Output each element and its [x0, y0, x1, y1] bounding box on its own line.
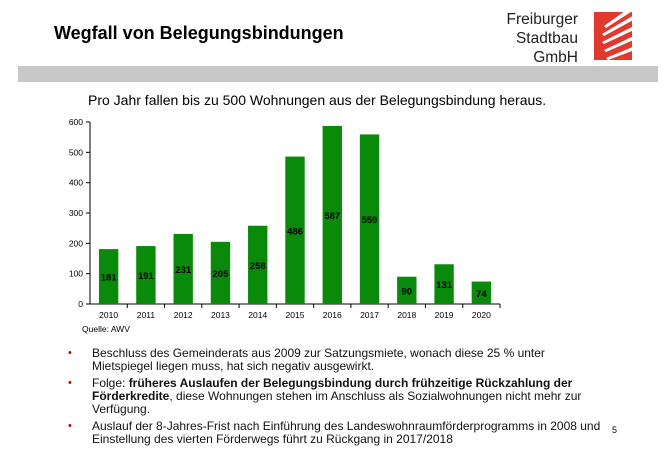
bar	[434, 264, 454, 304]
bar	[210, 241, 231, 304]
x-tick-label: 2019	[435, 310, 454, 320]
bullet-dot-icon: •	[68, 377, 72, 389]
data-label: 74	[476, 289, 487, 300]
header-divider-bar	[18, 66, 658, 82]
data-label: 559	[362, 215, 378, 226]
x-tick-label: 2015	[286, 310, 305, 320]
y-tick-label: 400	[69, 178, 83, 188]
logo-mark-icon	[594, 6, 640, 60]
data-label: 486	[287, 226, 303, 237]
bullet-text-1: Beschluss des Gemeinderats aus 2009 zur …	[92, 346, 545, 373]
chart-title: Pro Jahr fallen bis zu 500 Wohnungen aus…	[88, 92, 547, 108]
y-tick-label: 200	[69, 238, 83, 248]
x-tick-label: 2017	[360, 310, 379, 320]
bar	[248, 225, 268, 304]
bullet-text-2-prefix: Folge:	[92, 376, 129, 390]
bullet-item-1: • Beschluss des Gemeinderats aus 2009 zu…	[68, 347, 608, 373]
bar	[98, 249, 119, 304]
data-label: 131	[436, 280, 453, 291]
data-label: 587	[324, 211, 340, 222]
logo-line-1: Freiburger	[506, 11, 579, 28]
bullet-dot-icon: •	[68, 420, 72, 432]
y-tick-label: 300	[69, 208, 83, 218]
bar	[471, 281, 492, 304]
bar	[136, 246, 156, 304]
data-label: 191	[138, 271, 155, 282]
page-number: 5	[612, 425, 618, 435]
bar	[322, 125, 342, 305]
y-tick-label: 500	[69, 147, 83, 157]
chart-source: Quelle: AWV	[82, 324, 130, 334]
x-tick-label: 2011	[137, 310, 156, 320]
y-tick-label: 100	[69, 269, 83, 279]
data-label: 181	[101, 273, 118, 284]
company-logo-text: Freiburger Stadtbau GmbH	[507, 10, 579, 67]
bullet-item-2: • Folge: früheres Auslaufen der Belegung…	[68, 377, 608, 416]
page-title: Wegfall von Belegungsbindungen	[54, 23, 344, 43]
x-tick-label: 2016	[323, 310, 342, 320]
data-label: 205	[213, 269, 230, 280]
bar	[397, 276, 417, 304]
x-tick-label: 2018	[397, 310, 416, 320]
bullet-item-3: • Auslauf der 8-Jahres-Frist nach Einfüh…	[68, 420, 608, 446]
bar-chart: 0 100 200 300 400 500 600 2010 181 2011 191 2012 231…	[69, 117, 501, 320]
data-label: 231	[175, 265, 192, 276]
bullet-dot-icon: •	[68, 347, 72, 359]
x-tick-label: 2014	[248, 310, 267, 320]
x-tick-label: 2010	[99, 310, 118, 320]
y-tick-label: 0	[78, 299, 83, 309]
logo-line-2: Stadtbau	[515, 30, 578, 47]
logo-swoosh	[602, 6, 640, 60]
bar	[173, 233, 193, 304]
logo-line-3: GmbH	[533, 49, 578, 66]
x-tick-label: 2013	[211, 310, 230, 320]
bullet-list: • Beschluss des Gemeinderats aus 2009 zu…	[68, 347, 608, 450]
data-label: 258	[250, 261, 266, 272]
bullet-text-3: Auslauf der 8-Jahres-Frist nach Einführu…	[92, 419, 601, 446]
bar	[285, 156, 305, 304]
y-tick-label: 600	[69, 117, 83, 127]
bar	[359, 134, 380, 304]
x-tick-label: 2012	[174, 310, 193, 320]
x-tick-label: 2020	[472, 310, 491, 320]
bullet-text-2-suffix: , diese Wohnungen stehen im Anschluss al…	[92, 389, 582, 416]
data-label: 90	[402, 286, 413, 297]
bullet-text-2-bold: früheres Auslaufen der Belegungsbindung …	[92, 376, 573, 403]
